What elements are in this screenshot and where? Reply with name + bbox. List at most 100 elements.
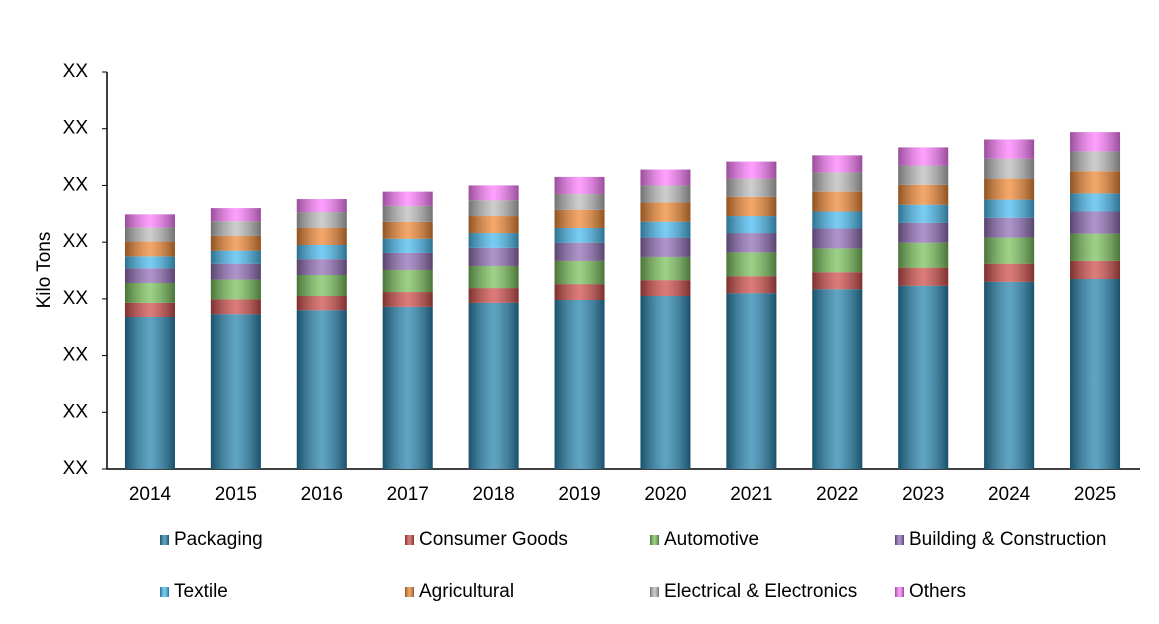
bar-shade xyxy=(984,237,1035,264)
bar-shade xyxy=(812,211,863,229)
bar-shade xyxy=(1070,233,1121,261)
bar-shade xyxy=(898,204,949,223)
bar-shade xyxy=(468,288,519,303)
bar-shade xyxy=(296,227,347,245)
bar-shade xyxy=(210,279,261,300)
bar-shade xyxy=(1070,211,1121,234)
y-tick-label: XX xyxy=(63,231,89,252)
bar-shade xyxy=(296,244,347,260)
bar-shade xyxy=(554,209,605,228)
bar-shade xyxy=(640,296,691,469)
bar-shade xyxy=(382,191,433,206)
bar-shade xyxy=(124,256,175,269)
bar-shade xyxy=(726,293,777,469)
bar-shade xyxy=(812,272,863,290)
bar-shade xyxy=(898,267,949,286)
bar-shade xyxy=(468,302,519,469)
bar-shade xyxy=(640,202,691,222)
y-tick-label: XX xyxy=(63,401,89,422)
bar-shade xyxy=(812,191,863,212)
bar-shade xyxy=(984,263,1035,282)
bar-shade xyxy=(468,185,519,201)
bar-shade xyxy=(124,317,175,469)
x-tick-label: 2019 xyxy=(558,484,600,505)
bar-shade xyxy=(898,242,949,268)
legend-swatch-shade xyxy=(895,535,904,545)
bar-shade xyxy=(640,280,691,297)
bar-shade xyxy=(296,212,347,228)
bar-shade xyxy=(640,221,691,238)
legend-label: Consumer Goods xyxy=(419,529,568,550)
bar-shade xyxy=(984,158,1035,179)
bar-shade xyxy=(382,292,433,307)
bar-shade xyxy=(382,238,433,253)
x-tick-label: 2016 xyxy=(301,484,343,505)
bar-shade xyxy=(726,161,777,179)
y-tick-label: XX xyxy=(63,458,89,479)
bar-shade xyxy=(554,260,605,285)
bar-shade xyxy=(984,178,1035,200)
legend-swatch-shade xyxy=(160,587,169,597)
bar-shade xyxy=(210,235,261,251)
bar-shade xyxy=(124,241,175,257)
x-tick-label: 2020 xyxy=(644,484,686,505)
bar-shade xyxy=(554,227,605,243)
bar-shade xyxy=(726,233,777,253)
y-tick-label: XX xyxy=(63,288,89,309)
bar-shade xyxy=(812,289,863,469)
legend-swatch-shade xyxy=(160,535,169,545)
bar-shade xyxy=(296,275,347,297)
legend-swatch-shade xyxy=(650,535,659,545)
y-tick-label: XX xyxy=(63,345,89,366)
bar-shade xyxy=(898,184,949,205)
bar-shade xyxy=(898,222,949,243)
bar-shade xyxy=(812,248,863,273)
bar-shade xyxy=(984,199,1035,218)
bar-shade xyxy=(554,176,605,194)
bar-shade xyxy=(898,285,949,469)
bar-shade xyxy=(382,205,433,222)
x-tick-label: 2018 xyxy=(472,484,514,505)
x-tick-label: 2021 xyxy=(730,484,772,505)
bar-shade xyxy=(554,242,605,261)
bar-shade xyxy=(468,216,519,234)
bar-shade xyxy=(210,263,261,280)
legend-swatch-shade xyxy=(405,535,414,545)
legend-swatch-shade xyxy=(405,587,414,597)
bar-shade xyxy=(640,237,691,257)
bar-shade xyxy=(984,139,1035,159)
bar-shade xyxy=(1070,132,1121,152)
bar-shade xyxy=(898,147,949,166)
bar-shade xyxy=(812,155,863,173)
legend-label: Electrical & Electronics xyxy=(664,581,857,602)
bar-shade xyxy=(640,185,691,203)
bar-shade xyxy=(124,302,175,318)
bar-shade xyxy=(640,169,691,186)
y-tick-label: XX xyxy=(63,61,89,82)
y-tick-label: XX xyxy=(63,174,89,195)
bar-shade xyxy=(1070,193,1121,212)
bar-shade xyxy=(124,282,175,303)
bar-shade xyxy=(382,252,433,270)
bar-shade xyxy=(468,200,519,217)
bar-shade xyxy=(554,284,605,300)
bar-shade xyxy=(726,276,777,294)
bar-shade xyxy=(726,196,777,217)
legend-label: Others xyxy=(909,581,966,602)
y-axis-label: Kilo Tons xyxy=(34,232,55,309)
bar-shade xyxy=(726,216,777,234)
bar-shade xyxy=(1070,279,1121,469)
bar-shade xyxy=(984,281,1035,469)
bar-shade xyxy=(898,165,949,185)
bar-shade xyxy=(984,217,1035,238)
legend-swatch-shade xyxy=(895,587,904,597)
bar-shade xyxy=(1070,171,1121,194)
bar-shade xyxy=(640,256,691,281)
bar-shade xyxy=(124,214,175,228)
bar-shade xyxy=(210,314,261,469)
bar-shade xyxy=(296,310,347,469)
bar-shade xyxy=(210,299,261,315)
x-tick-label: 2015 xyxy=(215,484,257,505)
bar-shade xyxy=(1070,260,1121,280)
